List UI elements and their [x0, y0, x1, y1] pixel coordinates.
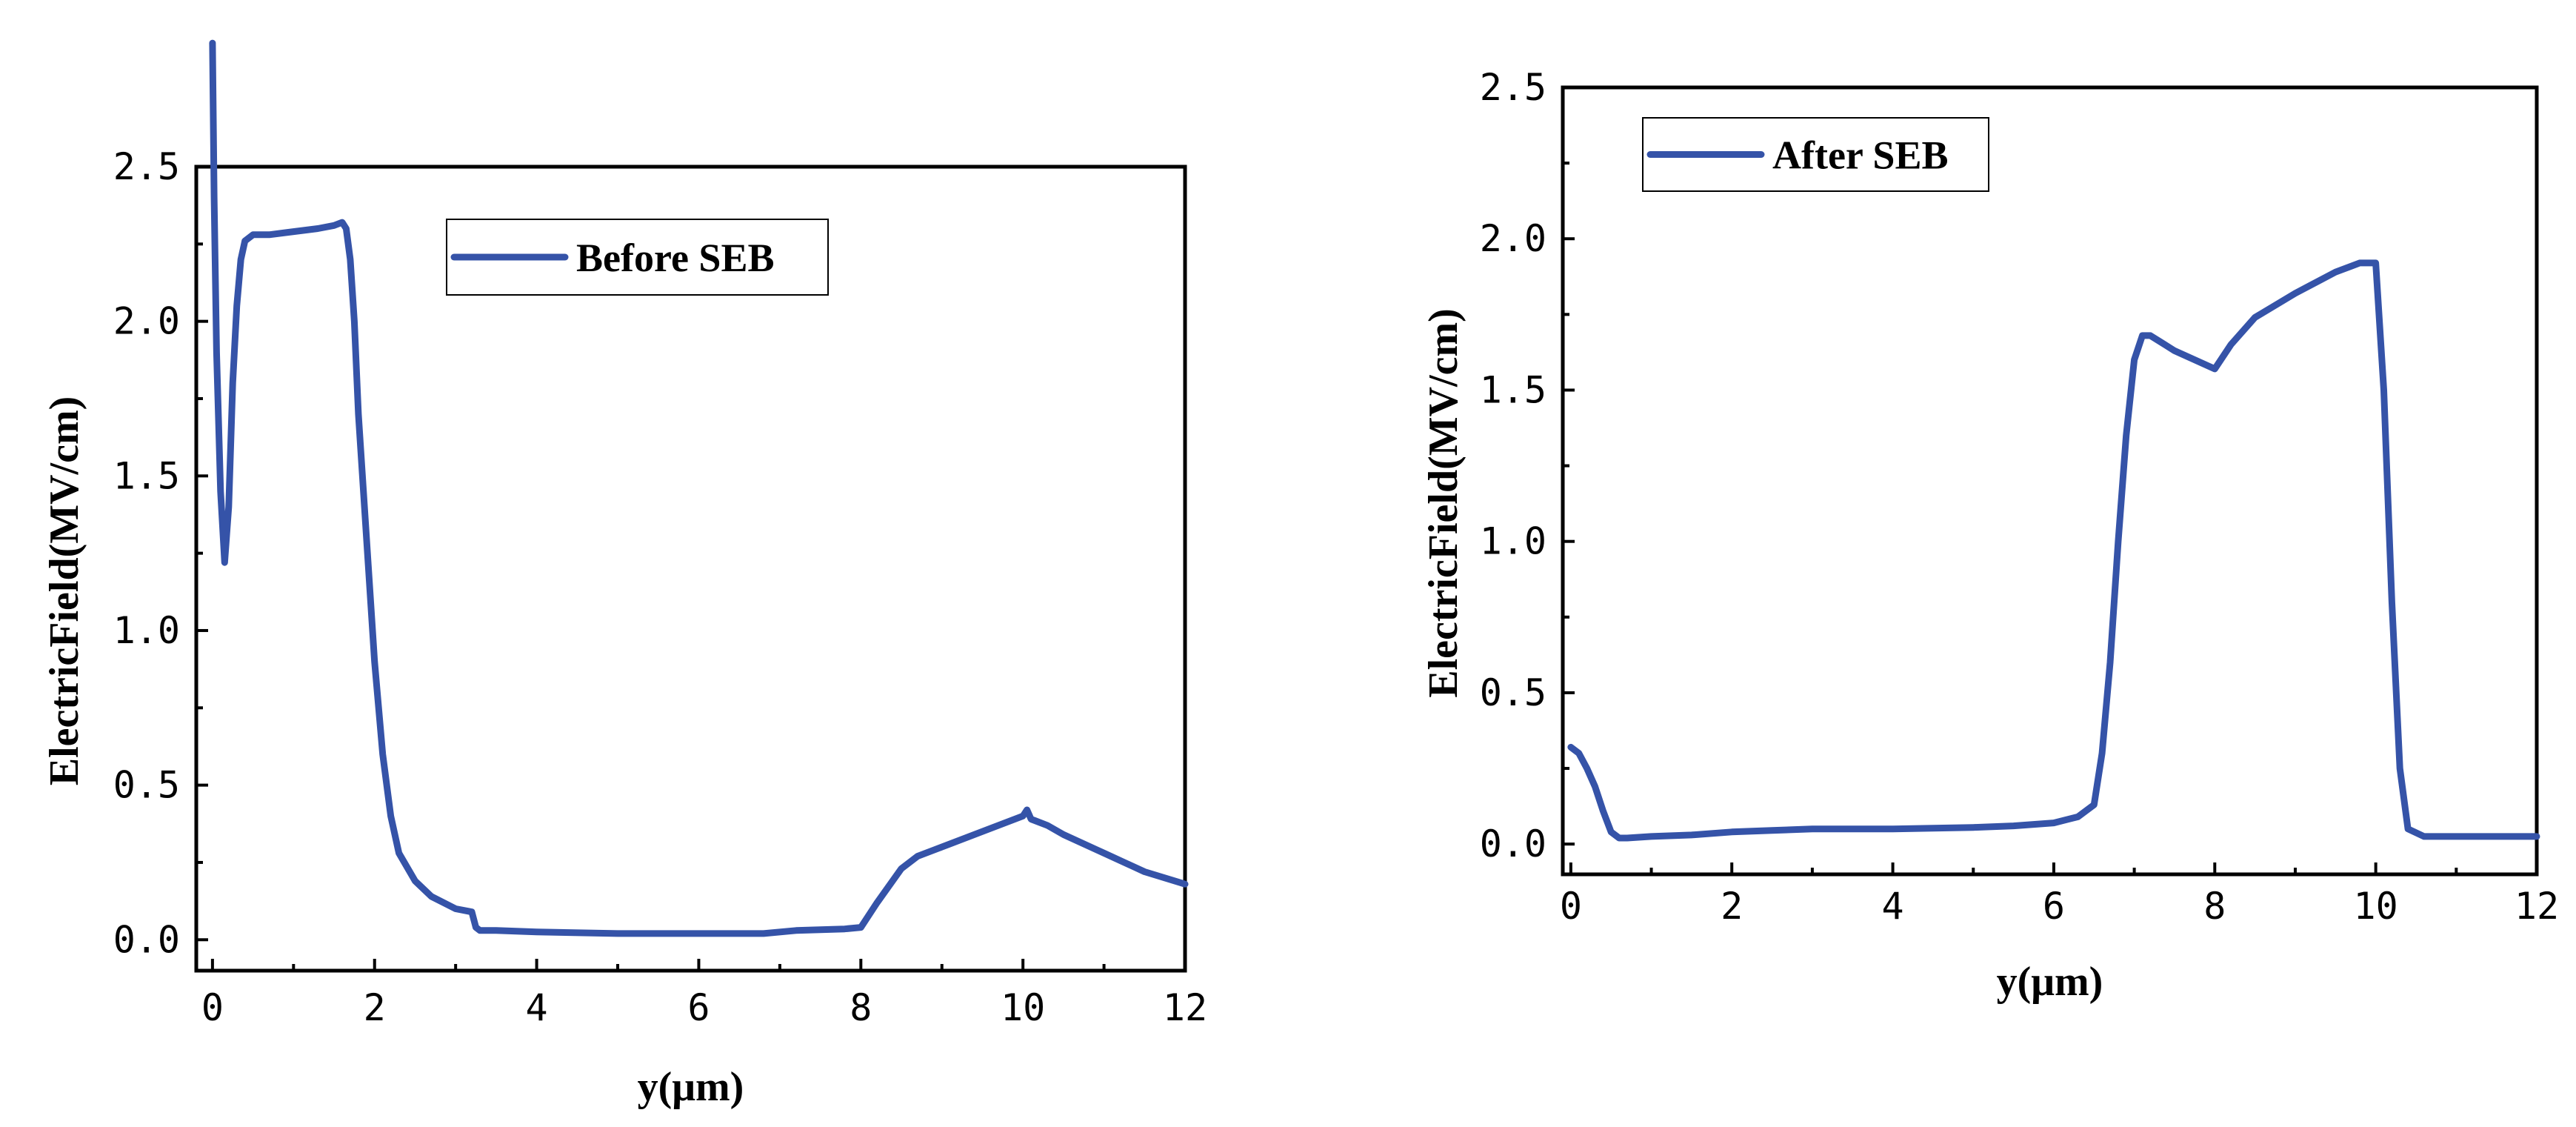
x-tick-label: 0 — [1560, 885, 1582, 928]
legend-label: Before SEB — [576, 236, 775, 280]
y-tick-label: 1.0 — [113, 609, 180, 652]
x-tick-label: 4 — [526, 986, 548, 1029]
y-tick-label: 0.5 — [113, 764, 180, 807]
x-tick-label: 12 — [1163, 986, 1207, 1029]
chart-before-seb: 0 2 4 6 8 10 12 0.0 0.5 1.0 1.5 2.0 2.5 y(μm) Electric… — [41, 39, 1207, 1110]
y-tick-label: 1.5 — [1480, 368, 1546, 411]
legend: Before SEB — [446, 219, 829, 296]
y-axis-title: ElectricField(MV/cm) — [1421, 308, 1466, 698]
y-tick-label: 1.5 — [113, 454, 180, 497]
y-tick-label: 2.5 — [113, 145, 180, 188]
x-tick-label: 6 — [2043, 885, 2065, 928]
y-tick-label: 0.0 — [113, 918, 180, 961]
y-axis-title: ElectricField(MV/cm) — [41, 396, 87, 786]
y-tick-label: 2.0 — [1480, 217, 1546, 260]
x-tick-label: 2 — [364, 986, 386, 1029]
y-tick-label: 1.0 — [1480, 520, 1546, 563]
x-tick-label: 2 — [1721, 885, 1743, 928]
plot-frame — [1561, 85, 2539, 877]
x-tick-label: 4 — [1882, 885, 1904, 928]
legend-label: After SEB — [1772, 133, 1949, 178]
y-tick-label: 2.5 — [1480, 66, 1546, 109]
x-tick-label: 12 — [2515, 885, 2559, 928]
x-axis-title: y(μm) — [638, 1064, 744, 1110]
x-tick-label: 0 — [201, 986, 224, 1029]
series-line-after-seb — [1567, 259, 2540, 842]
chart-after-seb: 0 2 4 6 8 10 12 0.0 0.5 1.0 1.5 2.0 2.5 y(μm) Electric… — [1421, 66, 2559, 1005]
y-tick-label: 0.5 — [1480, 671, 1546, 714]
legend: After SEB — [1642, 117, 1989, 192]
x-tick-label: 8 — [850, 986, 872, 1029]
x-tick-label: 10 — [1001, 986, 1045, 1029]
series-line-before-seb — [209, 39, 1189, 937]
plot-frame — [194, 164, 1187, 973]
x-tick-label: 6 — [687, 986, 710, 1029]
x-tick-label: 10 — [2354, 885, 2398, 928]
x-axis-title: y(μm) — [1997, 959, 2103, 1005]
y-tick-label: 0.0 — [1480, 822, 1546, 865]
y-tick-label: 2.0 — [113, 300, 180, 343]
x-tick-label: 8 — [2203, 885, 2226, 928]
